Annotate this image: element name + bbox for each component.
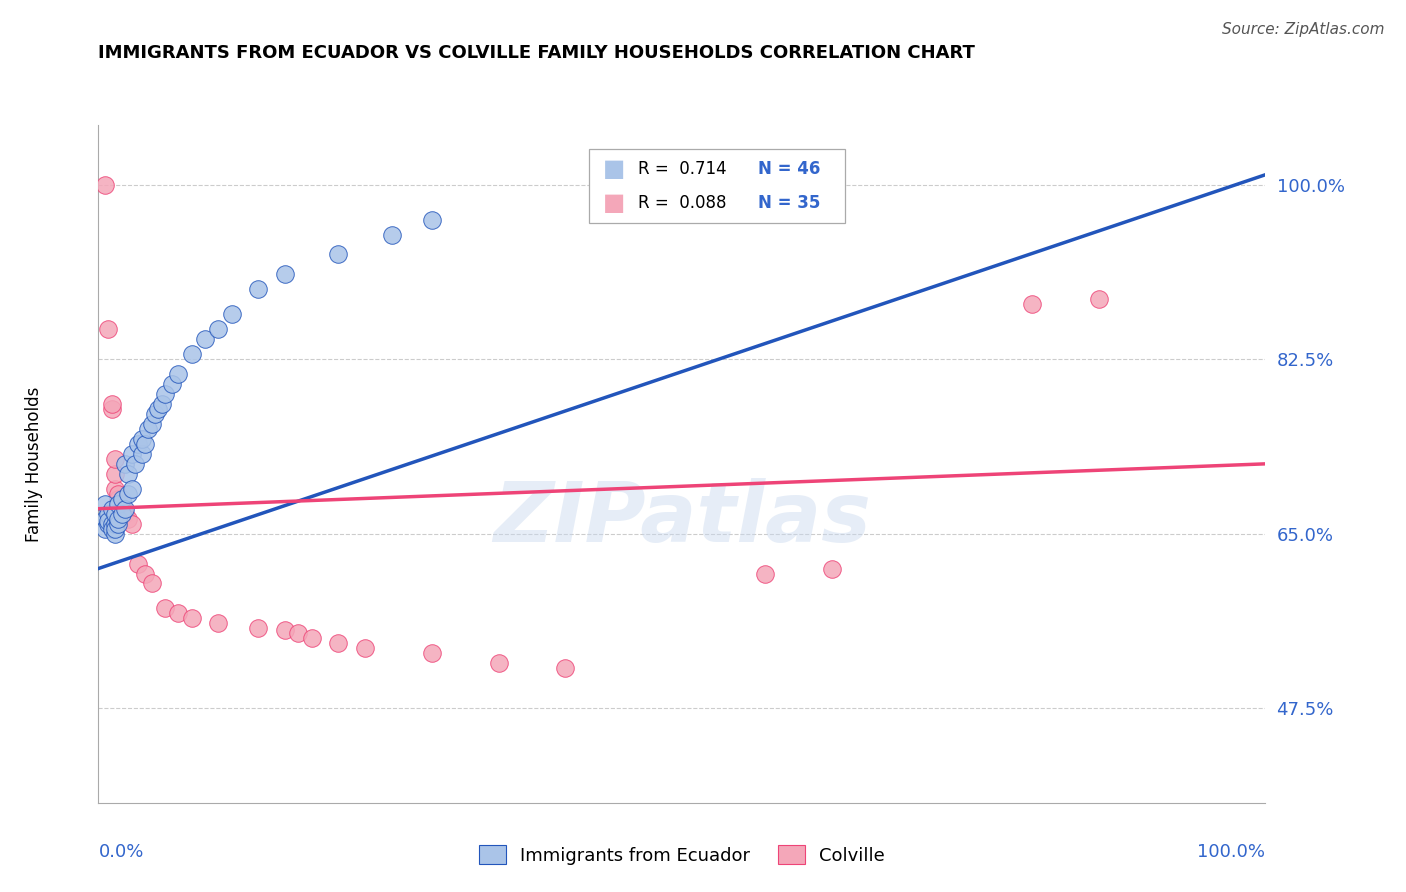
Text: IMMIGRANTS FROM ECUADOR VS COLVILLE FAMILY HOUSEHOLDS CORRELATION CHART: IMMIGRANTS FROM ECUADOR VS COLVILLE FAMI… [98, 45, 976, 62]
Point [143, 407, 166, 421]
Point [247, 282, 270, 296]
Point [104, 507, 127, 521]
Legend: Immigrants from Ecuador, Colville: Immigrants from Ecuador, Colville [472, 838, 891, 871]
Point [247, 621, 270, 635]
Point [381, 227, 404, 242]
Text: R =  0.714: R = 0.714 [637, 160, 725, 178]
Text: R =  0.088: R = 0.088 [637, 194, 725, 212]
Point [100, 522, 122, 536]
Point [107, 516, 129, 531]
Point [134, 566, 156, 581]
Point [274, 268, 297, 282]
Point [160, 377, 183, 392]
Point [221, 307, 243, 321]
Point [94, 522, 117, 536]
Point [107, 511, 129, 525]
FancyBboxPatch shape [589, 149, 845, 223]
Point [97, 516, 120, 531]
Point [97, 507, 120, 521]
Point [104, 526, 127, 541]
Point [104, 467, 127, 481]
Point [141, 576, 163, 591]
Point [328, 636, 350, 650]
Text: Source: ZipAtlas.com: Source: ZipAtlas.com [1222, 22, 1385, 37]
Point [107, 487, 129, 501]
Point [94, 511, 117, 525]
Text: ZIPatlas: ZIPatlas [494, 477, 870, 558]
Point [148, 402, 170, 417]
Point [104, 482, 127, 496]
Point [94, 497, 117, 511]
Text: ■: ■ [603, 191, 624, 215]
Point [153, 601, 176, 615]
Point [127, 437, 149, 451]
Point [1021, 297, 1043, 311]
Point [117, 467, 139, 481]
Text: N = 35: N = 35 [758, 194, 820, 212]
Point [111, 507, 134, 521]
Point [107, 497, 129, 511]
Point [111, 491, 134, 506]
Point [180, 347, 202, 361]
Point [111, 497, 134, 511]
Point [114, 501, 136, 516]
Point [287, 626, 309, 640]
Point [328, 247, 350, 261]
Point [554, 661, 576, 675]
Point [134, 437, 156, 451]
Point [104, 451, 127, 466]
Point [100, 501, 122, 516]
Point [97, 322, 120, 336]
Text: 0.0%: 0.0% [98, 844, 143, 862]
Point [127, 557, 149, 571]
Point [104, 522, 127, 536]
Point [180, 611, 202, 625]
Point [114, 457, 136, 471]
Point [131, 432, 153, 446]
Point [754, 566, 776, 581]
Text: N = 46: N = 46 [758, 160, 820, 178]
Point [141, 417, 163, 431]
Point [97, 514, 120, 528]
Point [207, 322, 229, 336]
Point [821, 561, 844, 575]
Point [107, 491, 129, 506]
Point [94, 178, 117, 192]
Point [150, 397, 173, 411]
Point [138, 422, 160, 436]
Point [121, 516, 143, 531]
Text: ■: ■ [603, 157, 624, 181]
Point [100, 516, 122, 531]
Point [167, 607, 190, 621]
Point [100, 397, 122, 411]
Point [100, 402, 122, 417]
Point [117, 487, 139, 501]
Point [121, 482, 143, 496]
Text: Family Households: Family Households [25, 386, 44, 541]
Point [488, 657, 510, 671]
Point [207, 616, 229, 631]
Point [301, 632, 323, 646]
Point [117, 511, 139, 525]
Point [167, 367, 190, 381]
Point [354, 641, 377, 656]
Point [114, 507, 136, 521]
Point [420, 212, 443, 227]
Point [194, 332, 217, 346]
Point [131, 447, 153, 461]
Text: 100.0%: 100.0% [1198, 844, 1265, 862]
Point [1087, 293, 1109, 307]
Point [104, 516, 127, 531]
Point [153, 387, 176, 401]
Point [274, 624, 297, 638]
Point [111, 501, 134, 516]
Point [121, 447, 143, 461]
Point [420, 646, 443, 660]
Point [107, 497, 129, 511]
Point [124, 457, 146, 471]
